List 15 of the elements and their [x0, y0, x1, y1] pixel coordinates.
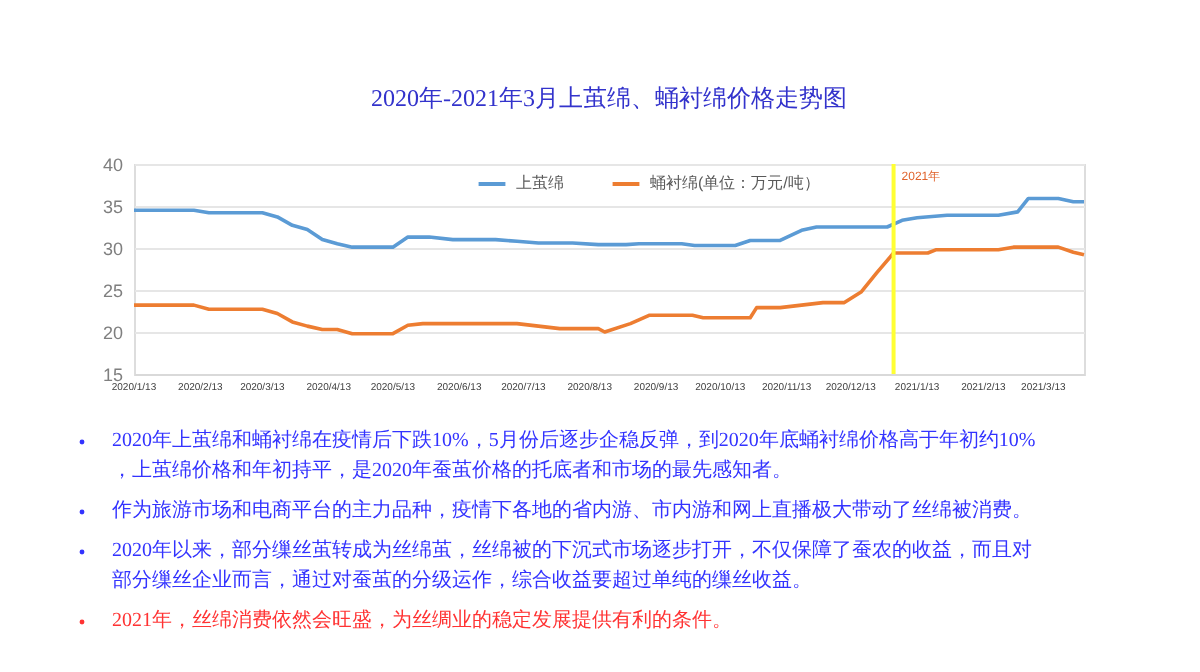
- y-tick-label: 40: [102, 155, 123, 175]
- y-tick-label: 25: [102, 281, 123, 301]
- text: 2021年，丝绵消费依然会旺盛，为丝绸业的稳定发展提供有利的条件。: [112, 608, 732, 632]
- line-series: [132, 196, 1086, 249]
- text: 2020年以来，部分缫丝茧转成为丝绵茧，丝绵被的下沉式市场逐步打开，不仅保障了蚕农的收益，而且对部分缫丝企业而言，通过对蚕茧的分级运作，综合收益要超过单纯的缫丝收益。: [112, 538, 1032, 592]
- legend-label: 上茧绵: [516, 174, 564, 192]
- text: 2020年上茧绵和蛹衬绵在疫情后下跌10%，5月份后逐步企稳反弹，到2020年底蛹衬绵价格高于年初约10%，上茧绵价格和年初持平，是2020年蚕茧价格的托底者和市场的最先感知者。: [112, 428, 1036, 482]
- y-tick-label: 15: [102, 365, 123, 385]
- y-tick-label: 20: [102, 323, 123, 343]
- y-tick-label: 30: [102, 239, 123, 259]
- line-series: [132, 245, 1086, 336]
- text: 作为旅游市场和电商平台的主力品种，疫情下各地的省内游、市内游和网上直播极大带动了丝绵被消费。: [110, 498, 1032, 522]
- legend-label: 蛹衬绵(单位：万元/吨）: [650, 174, 820, 192]
- y-tick-label: 35: [102, 197, 123, 217]
- chart-title: 2020年-2021年3月上茧绵、蛹衬绵价格走势图: [371, 84, 847, 112]
